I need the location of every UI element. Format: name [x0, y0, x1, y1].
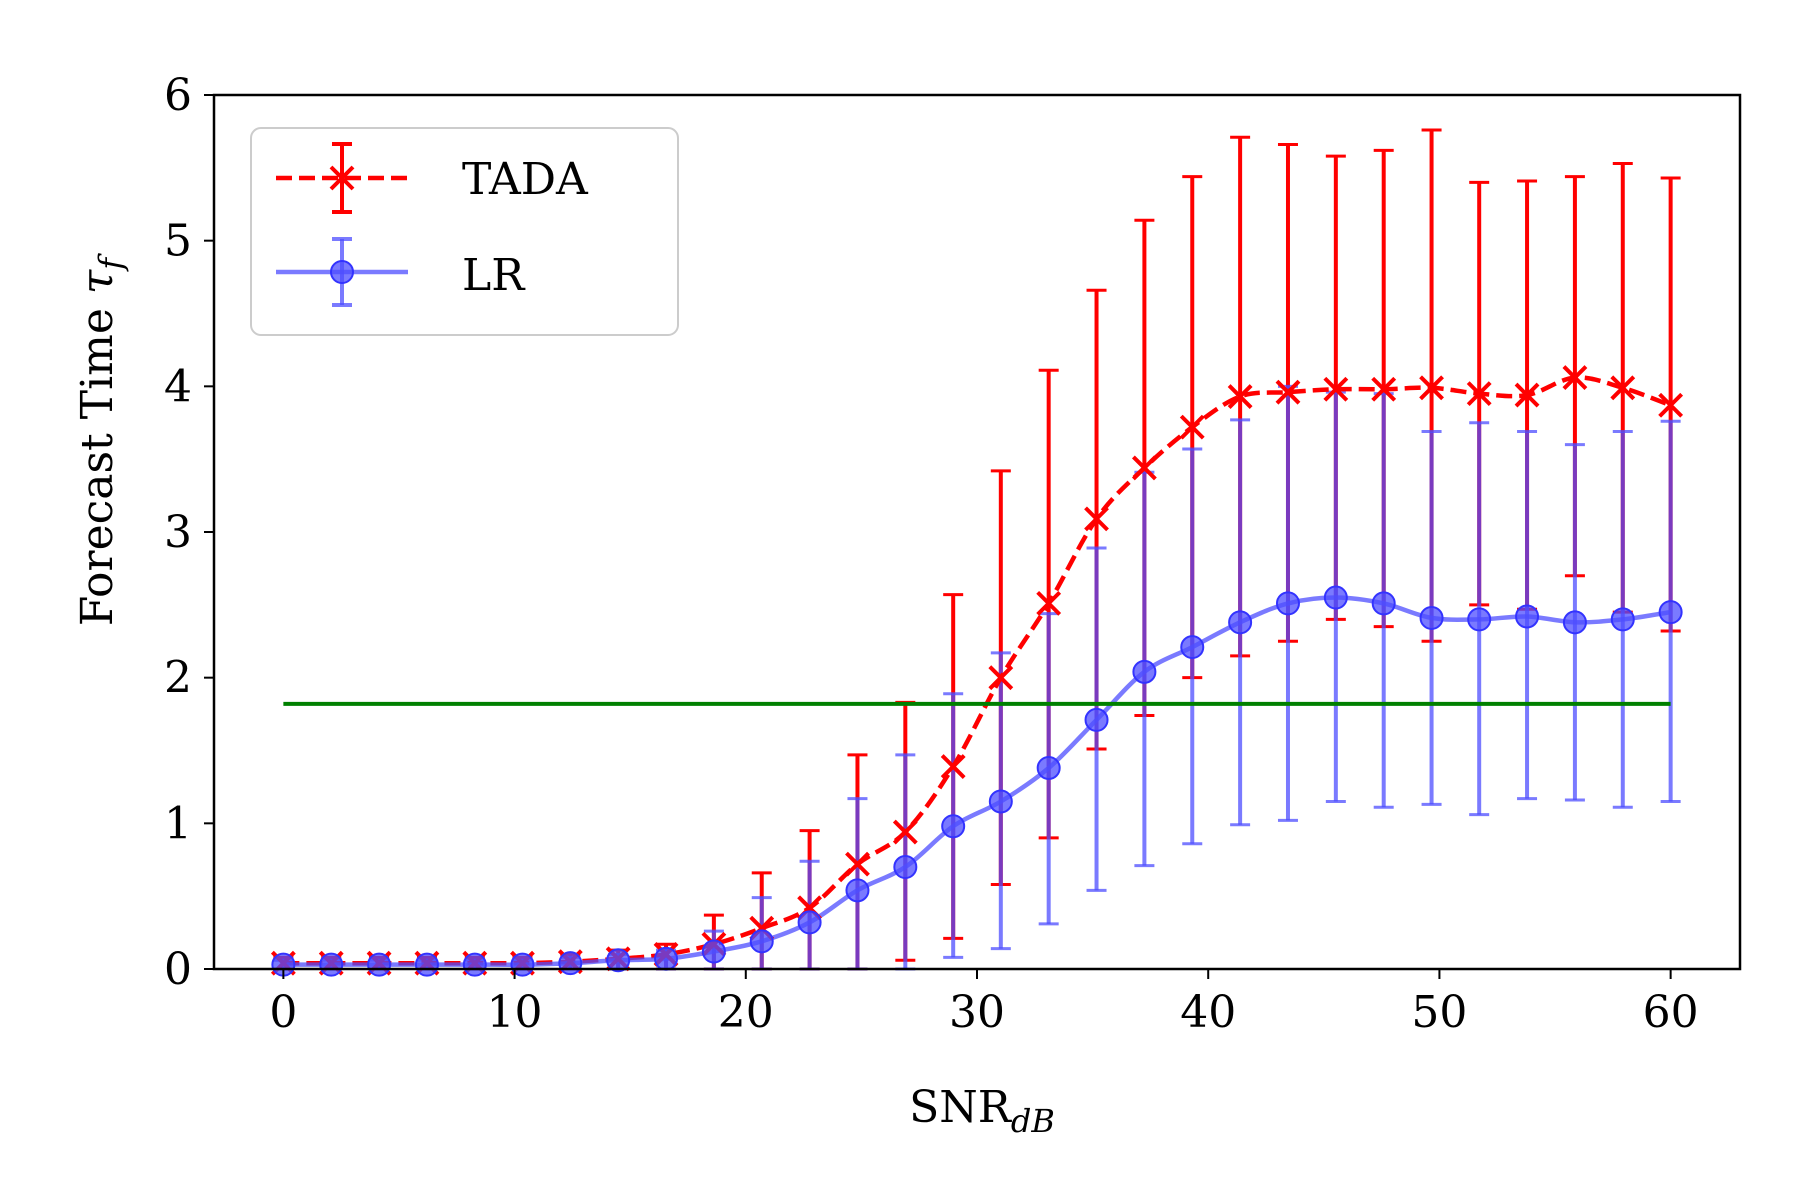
x-tick-label-2: 20: [718, 987, 774, 1038]
y-tick-label-1: 1: [164, 798, 192, 849]
x-tick-label-1: 10: [487, 987, 543, 1038]
lr-circle-marker: [1658, 600, 1683, 625]
lr-circle-marker: [1467, 607, 1492, 632]
y-axis-label: Forecast Time τf: [72, 253, 130, 626]
y-tick-label-4: 4: [164, 361, 192, 412]
tada-x-marker: [1371, 376, 1397, 402]
legend-lr-label: LR: [462, 250, 526, 301]
x-tick-label-4: 40: [1180, 987, 1236, 1038]
lr-circle-marker: [319, 952, 344, 977]
x-tick-label-6: 60: [1643, 987, 1699, 1038]
tada-x-marker: [1131, 455, 1157, 481]
lr-circle-marker: [1180, 635, 1205, 660]
axis-ticks: 0 10 20 30 40 50 60 0 1 2 3 4 5 6: [164, 70, 1699, 1038]
lr-circle-marker: [367, 952, 392, 977]
tada-x-marker: [988, 665, 1014, 691]
y-tick-label-0: 0: [164, 944, 192, 995]
tada-x-marker: [1036, 590, 1062, 616]
tada-x-marker: [1419, 375, 1444, 401]
lr-circle-marker: [1228, 610, 1253, 635]
lr-circle-marker: [797, 910, 822, 935]
lr-circle-marker: [1132, 659, 1157, 684]
tada-x-marker: [1610, 375, 1636, 401]
x-axis-label: SNRdB: [909, 1082, 1055, 1140]
lr-circle-marker: [988, 789, 1013, 814]
lr-circle-marker: [1610, 607, 1635, 632]
lr-circle-marker: [1515, 604, 1540, 629]
lr-circle-marker: [749, 929, 774, 954]
lr-circle-marker: [606, 948, 631, 973]
lr-circle-marker: [893, 855, 918, 880]
y-tick-label-3: 3: [164, 507, 192, 558]
y-axis-label-main: Forecast Time: [72, 294, 123, 626]
x-axis-label-subscript: dB: [1011, 1102, 1055, 1140]
tada-x-marker: [1658, 392, 1684, 418]
legend-entry-tada: TADA: [276, 142, 589, 214]
lr-circle-marker: [941, 814, 966, 839]
lr-circle-marker: [654, 946, 679, 971]
lr-circle-marker: [1323, 585, 1348, 610]
lr-circle-marker: [1371, 591, 1396, 616]
x-tick-label-0: 0: [269, 987, 297, 1038]
tada-x-marker: [1275, 379, 1301, 405]
legend-tada-label: TADA: [462, 154, 589, 205]
legend-lr-circle-marker: [330, 260, 354, 284]
lr-circle-marker: [414, 952, 439, 977]
lr-circle-marker: [1562, 610, 1587, 635]
tada-x-marker: [1323, 376, 1349, 402]
tada-x-marker: [1466, 381, 1492, 407]
tada-x-marker: [1514, 382, 1540, 408]
tada-x-marker: [1562, 365, 1588, 391]
lr-circle-marker: [1036, 755, 1061, 780]
y-tick-label-5: 5: [164, 216, 192, 267]
legend: TADA LR: [250, 127, 679, 336]
lr-circle-marker: [701, 939, 726, 964]
y-tick-label-2: 2: [164, 653, 192, 704]
legend-tada-x-marker: [329, 165, 355, 191]
tada-x-marker: [845, 851, 870, 877]
lr-circle-marker: [558, 951, 583, 976]
lr-circle-marker: [1419, 605, 1444, 630]
x-axis-label-main: SNR: [909, 1082, 1013, 1133]
tada-x-marker: [1179, 414, 1205, 440]
tada-x-marker: [940, 754, 966, 779]
y-tick-label-6: 6: [164, 70, 192, 121]
tada-x-marker: [1084, 506, 1109, 532]
lr-circle-marker: [462, 952, 487, 977]
lr-circle-marker: [845, 878, 870, 903]
plot-frame: [212, 93, 1742, 971]
y-axis-label-symbol: τ: [72, 269, 123, 294]
lr-circle-marker: [1275, 591, 1300, 616]
x-tick-label-3: 30: [949, 987, 1005, 1038]
lr-circle-marker: [1084, 707, 1109, 732]
tada-x-marker: [1227, 384, 1253, 409]
tada-x-marker: [892, 819, 918, 845]
x-tick-label-5: 50: [1411, 987, 1467, 1038]
legend-entry-lr: LR: [276, 237, 526, 307]
